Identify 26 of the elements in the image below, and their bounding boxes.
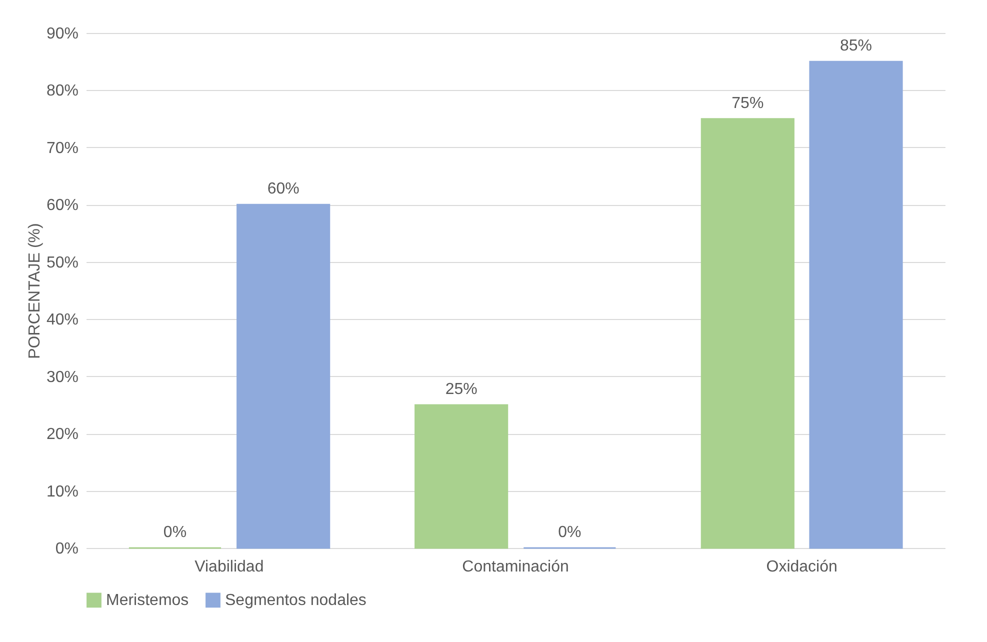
bar xyxy=(809,60,903,549)
y-tick-label: 90% xyxy=(46,26,78,42)
data-label: 25% xyxy=(445,380,478,398)
y-tick-label: 20% xyxy=(46,426,78,444)
y-tick-label: 0% xyxy=(55,540,78,558)
bar xyxy=(414,404,508,549)
y-tick-label: 80% xyxy=(46,82,78,100)
legend-label: Meristemos xyxy=(106,592,189,610)
y-tick-label: 60% xyxy=(46,197,78,214)
x-tick-label: Oxidación xyxy=(766,558,838,576)
y-axis-title: PORCENTAJE (%) xyxy=(26,223,44,359)
x-tick-label: Viabilidad xyxy=(194,558,264,576)
y-tick-label: 10% xyxy=(46,483,78,500)
legend-label: Segmentos nodales xyxy=(225,592,366,610)
x-tick-label: Contaminación xyxy=(462,558,569,576)
y-tick-label: 40% xyxy=(46,312,78,329)
y-tick-label: 50% xyxy=(46,254,78,272)
data-label: 0% xyxy=(163,524,187,541)
bar xyxy=(236,204,330,549)
y-tick-label: 70% xyxy=(46,140,78,157)
data-label: 75% xyxy=(732,94,764,112)
data-label: 85% xyxy=(840,38,872,55)
data-label: 0% xyxy=(558,524,582,541)
bar xyxy=(700,118,794,549)
y-tick-label: 30% xyxy=(46,368,78,386)
data-label: 60% xyxy=(267,180,300,198)
